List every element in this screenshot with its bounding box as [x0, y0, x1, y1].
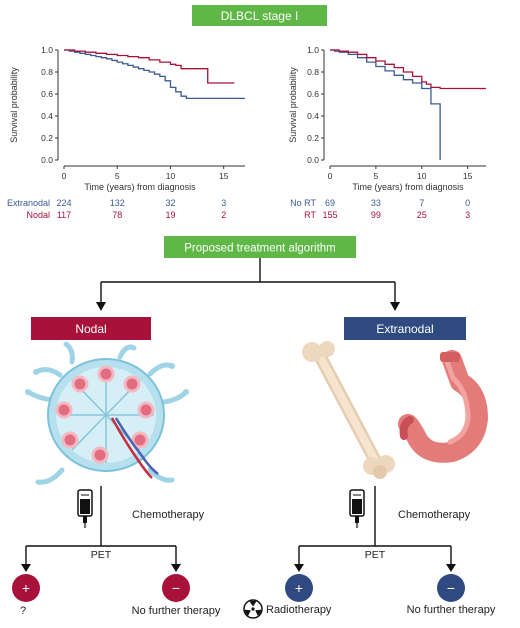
risk-table-value: 33: [371, 198, 381, 208]
nodal-label: Nodal: [75, 322, 106, 336]
nodal-negative-symbol: −: [172, 580, 180, 596]
y-tick-label: 0.6: [41, 89, 53, 99]
extranodal-negative-circle: [437, 574, 465, 602]
lymph-node-illustration: [25, 341, 189, 485]
header-title-box: [192, 5, 327, 26]
risk-table-value: 32: [165, 198, 175, 208]
extranodal-negative-result: No further therapy: [407, 604, 496, 616]
arrow-down-extranodal-icon: [390, 302, 400, 311]
y-tick-label: 0.6: [307, 89, 319, 99]
risk-table-value: 224: [56, 198, 71, 208]
series-line-extranodal: [64, 49, 245, 100]
extranodal-positive-symbol: +: [295, 580, 303, 596]
nodal-negative-result: No further therapy: [132, 605, 221, 617]
iv-bag-icon: [349, 489, 365, 528]
y-tick-label: 1.0: [41, 45, 53, 55]
nodal-step-label: Chemotherapy: [132, 509, 205, 521]
x-tick-label: 0: [62, 171, 67, 181]
y-tick-label: 0.2: [41, 133, 53, 143]
y-tick-label: 1.0: [307, 45, 319, 55]
extranodal-step-label: Chemotherapy: [398, 509, 471, 521]
nodal-box: [31, 317, 151, 340]
y-tick-label: 0.0: [307, 155, 319, 165]
extranodal-box: [344, 317, 466, 340]
x-tick-label: 5: [374, 171, 379, 181]
header-title: DLBCL stage I: [221, 9, 299, 23]
y-tick-label: 0.8: [41, 67, 53, 77]
extranodal-positive-result: Radiotherapy: [266, 604, 332, 616]
extranodal-positive-circle: [285, 574, 313, 602]
nodal-negative-circle: [162, 574, 190, 602]
survival-chart-left: Survival probability Time (years) from d…: [7, 45, 245, 220]
risk-table-value: 3: [221, 198, 226, 208]
risk-table-row-label: RT: [304, 210, 316, 220]
chart-right-ylabel: Survival probability: [288, 67, 298, 143]
risk-table-value: 78: [112, 210, 122, 220]
risk-table-row-label: Nodal: [26, 210, 50, 220]
arrow-extranodal-negative-icon: [446, 564, 456, 572]
nodal-pet-label: PET: [91, 549, 112, 561]
risk-table-value: 132: [110, 198, 125, 208]
arrow-nodal-negative-icon: [171, 564, 181, 572]
risk-table-value: 99: [371, 210, 381, 220]
arrow-down-nodal-icon: [96, 302, 106, 311]
chart-left-xlabel: Time (years) from diagnosis: [84, 182, 196, 192]
stomach-illustration: [398, 350, 488, 463]
chart-right-xlabel: Time (years) from diagnosis: [352, 182, 464, 192]
nodal-positive-result: ?: [20, 605, 26, 617]
x-tick-label: 10: [417, 171, 427, 181]
extranodal-pet-label: PET: [365, 549, 386, 561]
risk-table-row-label: No RT: [290, 198, 316, 208]
risk-table-row-label: Extranodal: [7, 198, 50, 208]
nodal-positive-symbol: +: [22, 580, 30, 596]
y-tick-label: 0.4: [307, 111, 319, 121]
survival-chart-right: Survival probability Time (years) from d…: [288, 45, 486, 220]
algorithm-title-box: [164, 236, 356, 258]
x-tick-label: 15: [463, 171, 473, 181]
extranodal-pathway-connector: [298, 486, 452, 566]
x-tick-label: 15: [219, 171, 229, 181]
extranodal-negative-symbol: −: [447, 580, 455, 596]
x-tick-label: 10: [166, 171, 176, 181]
arrow-nodal-positive-icon: [21, 564, 31, 572]
radiation-icon: [243, 599, 263, 619]
risk-table-value: 155: [322, 210, 337, 220]
risk-table-value: 25: [417, 210, 427, 220]
risk-table-value: 2: [221, 210, 226, 220]
risk-table-value: 7: [419, 198, 424, 208]
algorithm-split-connector: [100, 258, 396, 306]
risk-table-value: 3: [465, 210, 470, 220]
risk-table-value: 69: [325, 198, 335, 208]
y-tick-label: 0.8: [307, 67, 319, 77]
algorithm-title: Proposed treatment algorithm: [184, 243, 336, 255]
chart-left-ylabel: Survival probability: [9, 67, 19, 143]
y-tick-label: 0.4: [41, 111, 53, 121]
risk-table-value: 19: [165, 210, 175, 220]
risk-table-value: 117: [57, 210, 71, 220]
y-tick-label: 0.0: [41, 155, 53, 165]
iv-bag-icon: [77, 489, 93, 528]
series-line-no-rt: [330, 49, 441, 160]
nodal-positive-circle: [12, 574, 40, 602]
nodal-pathway-connector: [25, 486, 177, 566]
x-tick-label: 0: [328, 171, 333, 181]
bone-illustration: [302, 341, 395, 479]
risk-table-value: 0: [465, 198, 470, 208]
arrow-extranodal-positive-icon: [294, 564, 304, 572]
series-line-nodal: [64, 49, 235, 84]
y-tick-label: 0.2: [307, 133, 319, 143]
series-line-rt: [330, 49, 486, 90]
extranodal-label: Extranodal: [376, 322, 433, 336]
x-tick-label: 5: [115, 171, 120, 181]
